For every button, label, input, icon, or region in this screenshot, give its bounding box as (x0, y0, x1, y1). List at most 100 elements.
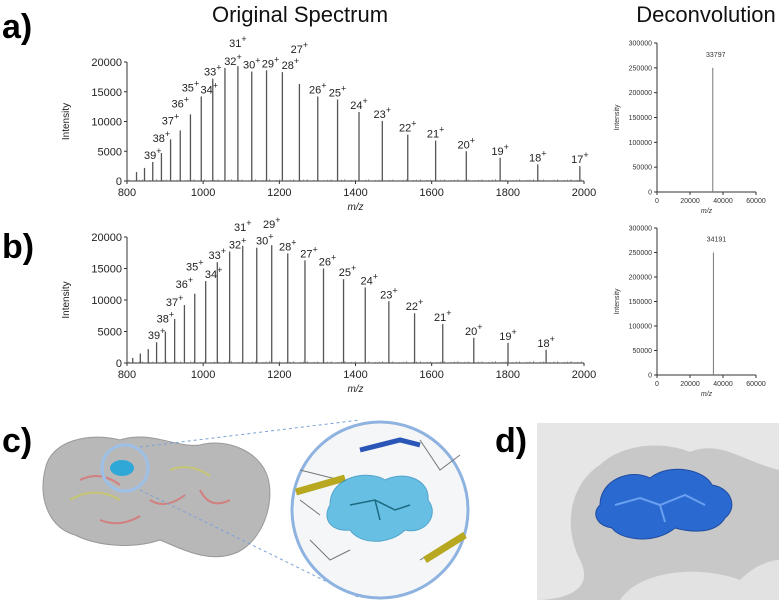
peak-label-z29: 29+ (262, 54, 280, 70)
y-tick-label: 0 (648, 190, 652, 197)
peak-label-z25: 25+ (339, 263, 357, 279)
y-axis-label: Intensity (614, 288, 621, 315)
x-tick-label: 2000 (572, 369, 596, 381)
peak-label-z18: 18+ (537, 334, 555, 350)
peak-label-z36: 36+ (171, 94, 189, 110)
y-tick-label: 20000 (91, 232, 122, 244)
peak-label-z32: 32+ (224, 52, 242, 68)
peak-label-z37: 37+ (162, 111, 180, 127)
peak-label-z19: 19+ (491, 142, 509, 158)
y-tick-label: 300000 (629, 41, 652, 48)
x-tick-label: 1000 (191, 187, 215, 199)
panel-label-a: a) (2, 8, 32, 46)
x-tick-label: 1600 (419, 187, 443, 199)
peak-label-z27: 27+ (300, 244, 318, 260)
panel-label-c: c) (2, 422, 32, 460)
peak-label-z35: 35+ (182, 78, 200, 94)
peak-label-z31: 31+ (234, 218, 252, 234)
binding-site-zoom (290, 420, 470, 600)
peak-label-z26: 26+ (309, 81, 327, 97)
peak-label-z38: 38+ (153, 129, 171, 145)
y-tick-label: 0 (116, 358, 122, 370)
x-tick-label: 1800 (496, 187, 520, 199)
y-tick-label: 200000 (629, 90, 652, 97)
y-tick-label: 50000 (633, 165, 653, 172)
zoom-guide-bottom (139, 489, 361, 599)
title-deconvolution: Deconvolution (636, 2, 775, 27)
peak-label-z28: 28+ (282, 56, 300, 72)
x-axis-label: m/z (347, 384, 363, 395)
peak-label-z39: 39+ (144, 146, 162, 162)
peak-label-z28: 28+ (279, 237, 297, 253)
y-tick-label: 200000 (629, 275, 652, 282)
peak-label-z35: 35+ (186, 258, 204, 274)
x-axis-label: m/z (347, 202, 363, 213)
binding-pocket-view (537, 423, 779, 600)
x-axis-label: m/z (701, 391, 713, 398)
protein-surface-overview (42, 436, 271, 558)
x-tick-label: 1400 (343, 187, 367, 199)
y-tick-label: 100000 (629, 140, 652, 147)
peak-label-z33: 33+ (204, 63, 222, 79)
peak-label-z38: 38+ (157, 310, 175, 326)
x-tick-label: 2000 (572, 187, 596, 199)
chart-b_original: 800 1000 1200 1400 1600 1800 20000500010000150… (61, 215, 596, 395)
x-tick-label: 1600 (419, 369, 443, 381)
peak-label-z36: 36+ (176, 275, 194, 291)
y-axis-label: Intensity (61, 103, 72, 140)
zoom-guide-top (139, 419, 361, 448)
panel-label-b: b) (2, 228, 34, 266)
y-tick-label: 10000 (91, 295, 122, 307)
x-tick-label: 40000 (713, 198, 733, 205)
y-axis-label: Intensity (614, 104, 621, 131)
y-tick-label: 20000 (91, 57, 122, 69)
peak-label-z39: 39+ (148, 326, 166, 342)
y-axis-label: Intensity (61, 281, 72, 318)
peak-label-z24: 24+ (350, 96, 368, 112)
x-tick-label: 1400 (343, 369, 367, 381)
zoom-selection-circle (100, 443, 150, 493)
x-tick-label: 1800 (496, 369, 520, 381)
x-tick-label: 60000 (746, 198, 766, 205)
peak-label-z37: 37+ (166, 293, 184, 309)
peak-label-z23: 23+ (380, 285, 398, 301)
x-tick-label: 60000 (746, 381, 766, 388)
x-tick-label: 0 (655, 381, 659, 388)
peak-label-z24: 24+ (360, 271, 378, 287)
peak-label-z25: 25+ (329, 83, 347, 99)
y-tick-label: 250000 (629, 65, 652, 72)
x-tick-label: 1200 (267, 187, 291, 199)
x-tick-label: 0 (655, 198, 659, 205)
y-tick-label: 0 (116, 176, 122, 188)
peak-label-z31: 31+ (229, 34, 247, 50)
charts: 800 1000 1200 1400 1600 1800 20000500010000150… (61, 34, 766, 398)
y-tick-label: 50000 (633, 348, 653, 355)
peak-label-z34: 34+ (201, 81, 219, 97)
peak-label-z20: 20+ (458, 135, 476, 151)
peak-label-z21: 21+ (427, 125, 445, 141)
panel-label-d: d) (495, 422, 527, 460)
title-original-spectrum: Original Spectrum (212, 2, 388, 27)
peak-label-z33: 33+ (209, 246, 227, 262)
peak-label-z27: 27+ (291, 40, 309, 56)
chart-a_deconv: 0 20000 40000 60000 0 50000 100000 150000 200000… (614, 41, 766, 216)
peak-label-z20: 20+ (465, 322, 483, 338)
y-tick-label: 150000 (629, 115, 652, 122)
y-tick-label: 15000 (91, 264, 122, 276)
deconvoluted-mass-label: 34191 (707, 237, 727, 244)
deconvoluted-mass-label: 33797 (706, 52, 726, 59)
x-axis-label: m/z (701, 208, 713, 215)
y-tick-label: 100000 (629, 324, 652, 331)
y-tick-label: 250000 (629, 250, 652, 257)
peak-label-z22: 22+ (399, 119, 417, 135)
x-tick-label: 1200 (267, 369, 291, 381)
peak-label-z19: 19+ (499, 327, 517, 343)
y-tick-label: 0 (648, 373, 652, 380)
y-tick-label: 300000 (629, 226, 652, 233)
peak-label-z26: 26+ (319, 253, 337, 269)
ligand-blob-small (110, 460, 134, 476)
peak-label-z21: 21+ (434, 308, 452, 324)
peak-label-z23: 23+ (374, 105, 392, 121)
x-tick-label: 800 (118, 369, 136, 381)
